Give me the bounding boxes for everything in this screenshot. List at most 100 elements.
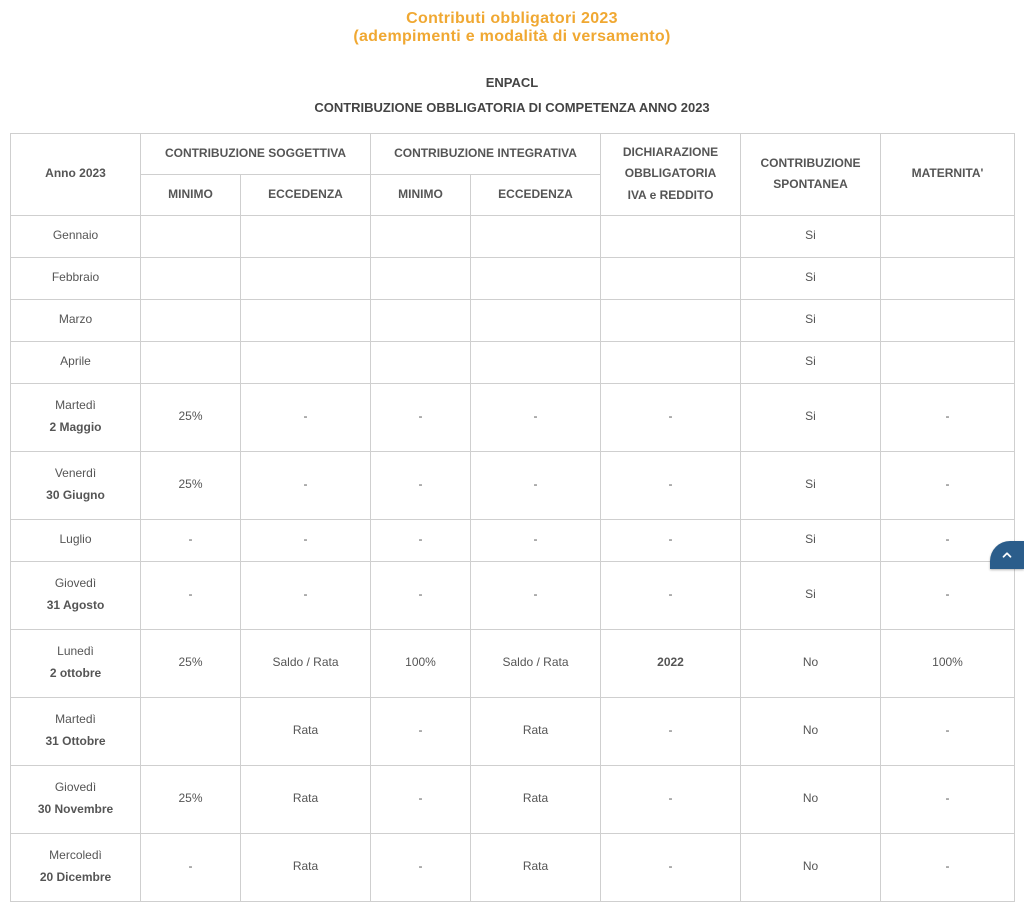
- value-cell: -: [241, 383, 371, 451]
- value-cell: -: [371, 519, 471, 561]
- value-cell: -: [601, 383, 741, 451]
- weekday-label: Martedì: [15, 395, 136, 417]
- value-cell: [471, 215, 601, 257]
- title-line-1: Contributi obbligatori 2023: [0, 10, 1024, 28]
- value-cell: Si: [741, 215, 881, 257]
- value-cell: [471, 299, 601, 341]
- value-cell: Si: [741, 561, 881, 629]
- col-spontanea: CONTRIBUZIONE SPONTANEA: [741, 133, 881, 215]
- col-dichiarazione: DICHIARAZIONE OBBLIGATORIA IVA e REDDITO: [601, 133, 741, 215]
- value-cell: [141, 215, 241, 257]
- value-cell: [601, 299, 741, 341]
- value-cell: 2022: [601, 629, 741, 697]
- value-cell: [881, 257, 1015, 299]
- value-cell: No: [741, 629, 881, 697]
- value-cell: 100%: [371, 629, 471, 697]
- value-cell: Saldo / Rata: [241, 629, 371, 697]
- value-cell: -: [471, 519, 601, 561]
- col-group-soggettiva: CONTRIBUZIONE SOGGETTIVA: [141, 133, 371, 174]
- value-cell: No: [741, 697, 881, 765]
- table-row: MarzoSi: [11, 299, 1015, 341]
- value-cell: -: [601, 519, 741, 561]
- weekday-label: Venerdì: [15, 463, 136, 485]
- value-cell: -: [601, 765, 741, 833]
- col-sogg-minimo: MINIMO: [141, 174, 241, 215]
- date-label: 2 Maggio: [15, 417, 136, 439]
- value-cell: -: [881, 765, 1015, 833]
- value-cell: -: [601, 833, 741, 901]
- value-cell: -: [371, 833, 471, 901]
- table-row: GennaioSi: [11, 215, 1015, 257]
- value-cell: 25%: [141, 629, 241, 697]
- value-cell: -: [141, 561, 241, 629]
- col-anno: Anno 2023: [11, 133, 141, 215]
- value-cell: 25%: [141, 451, 241, 519]
- month-cell: Febbraio: [11, 257, 141, 299]
- col-maternita: MATERNITA': [881, 133, 1015, 215]
- value-cell: [601, 341, 741, 383]
- weekday-label: Giovedì: [15, 573, 136, 595]
- chevron-up-icon: [1000, 548, 1014, 562]
- table-row: Mercoledì20 Dicembre-Rata-Rata-No-: [11, 833, 1015, 901]
- value-cell: 25%: [141, 765, 241, 833]
- date-label: 31 Agosto: [15, 595, 136, 617]
- value-cell: [881, 341, 1015, 383]
- value-cell: Rata: [471, 697, 601, 765]
- value-cell: [601, 257, 741, 299]
- value-cell: -: [881, 697, 1015, 765]
- value-cell: -: [371, 383, 471, 451]
- weekday-label: Mercoledì: [15, 845, 136, 867]
- value-cell: -: [371, 765, 471, 833]
- date-label: 2 ottobre: [15, 663, 136, 685]
- value-cell: [371, 341, 471, 383]
- month-cell: Mercoledì20 Dicembre: [11, 833, 141, 901]
- table-row: Luglio-----Si-: [11, 519, 1015, 561]
- month-cell: Luglio: [11, 519, 141, 561]
- value-cell: [471, 257, 601, 299]
- month-cell: Martedì2 Maggio: [11, 383, 141, 451]
- weekday-label: Martedì: [15, 709, 136, 731]
- value-cell: -: [881, 561, 1015, 629]
- month-cell: Giovedì31 Agosto: [11, 561, 141, 629]
- value-cell: Si: [741, 299, 881, 341]
- value-cell: -: [471, 383, 601, 451]
- date-label: 31 Ottobre: [15, 731, 136, 753]
- weekday-label: Giovedì: [15, 777, 136, 799]
- value-cell: [371, 257, 471, 299]
- value-cell: -: [471, 451, 601, 519]
- value-cell: [881, 299, 1015, 341]
- date-label: 30 Giugno: [15, 485, 136, 507]
- month-cell: Martedì31 Ottobre: [11, 697, 141, 765]
- table-row: FebbraioSi: [11, 257, 1015, 299]
- value-cell: -: [371, 561, 471, 629]
- value-cell: Rata: [471, 765, 601, 833]
- value-cell: Rata: [241, 833, 371, 901]
- table-row: Giovedì30 Novembre25%Rata-Rata-No-: [11, 765, 1015, 833]
- table-title: CONTRIBUZIONE OBBLIGATORIA DI COMPETENZA…: [0, 100, 1024, 115]
- value-cell: -: [471, 561, 601, 629]
- value-cell: -: [371, 697, 471, 765]
- value-cell: -: [881, 833, 1015, 901]
- value-cell: [141, 299, 241, 341]
- value-cell: -: [241, 451, 371, 519]
- value-cell: Saldo / Rata: [471, 629, 601, 697]
- org-name: ENPACL: [0, 75, 1024, 90]
- table-row: AprileSi: [11, 341, 1015, 383]
- value-cell: Rata: [241, 765, 371, 833]
- value-cell: [601, 215, 741, 257]
- value-cell: [141, 341, 241, 383]
- value-cell: -: [241, 561, 371, 629]
- value-cell: -: [601, 451, 741, 519]
- col-group-integrativa: CONTRIBUZIONE INTEGRATIVA: [371, 133, 601, 174]
- value-cell: No: [741, 765, 881, 833]
- value-cell: -: [141, 833, 241, 901]
- value-cell: [141, 697, 241, 765]
- value-cell: [881, 215, 1015, 257]
- table-row: Martedì31 OttobreRata-Rata-No-: [11, 697, 1015, 765]
- month-cell: Aprile: [11, 341, 141, 383]
- value-cell: -: [141, 519, 241, 561]
- value-cell: -: [371, 451, 471, 519]
- value-cell: [241, 257, 371, 299]
- table-row: Venerdì30 Giugno25%----Si-: [11, 451, 1015, 519]
- value-cell: [241, 299, 371, 341]
